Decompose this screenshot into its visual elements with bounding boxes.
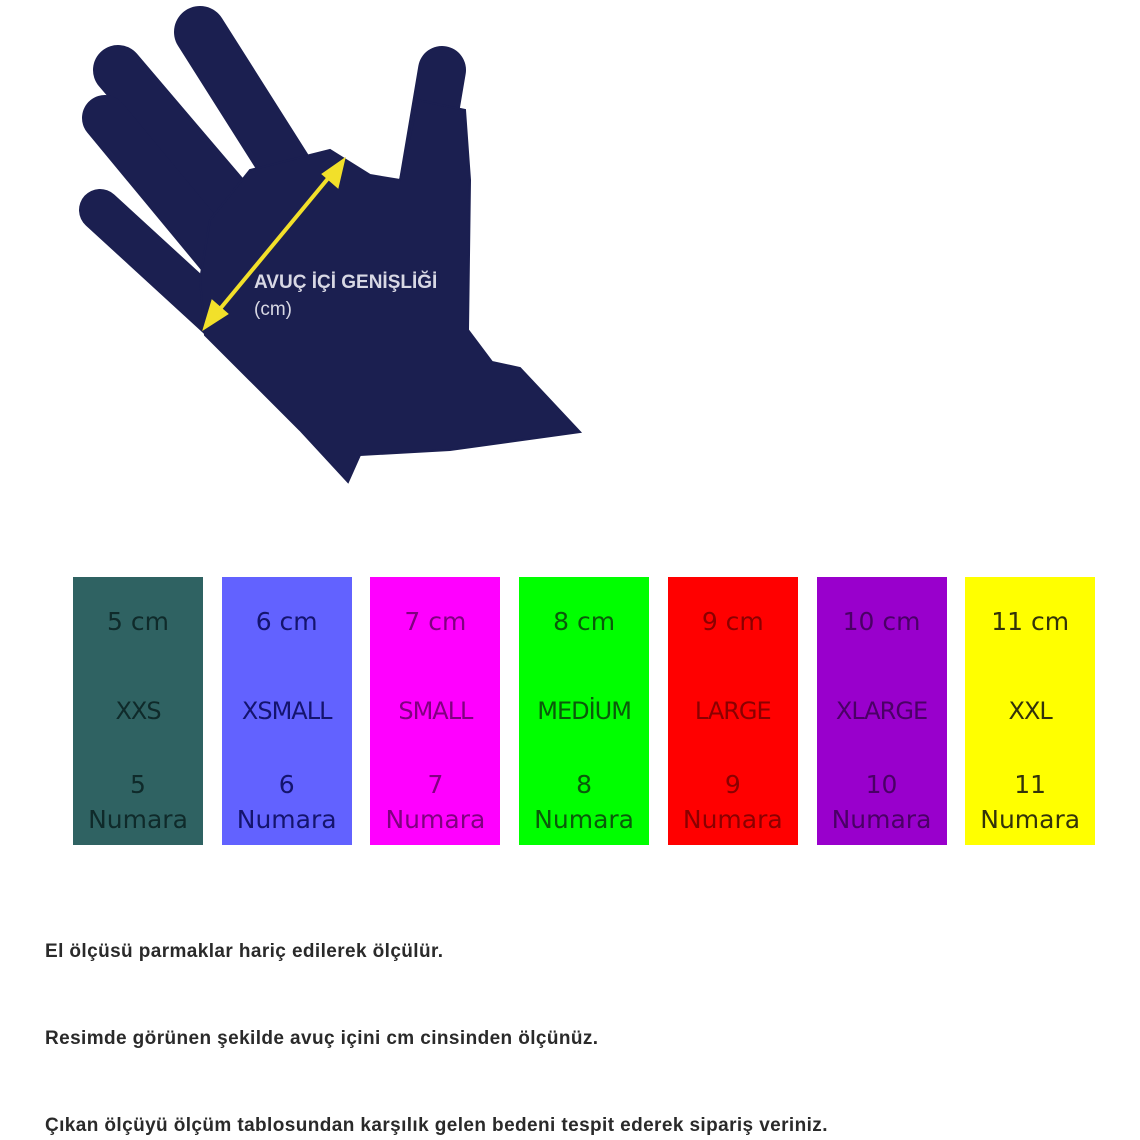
hand-label-unit: (cm): [254, 299, 292, 320]
palm: [198, 98, 583, 484]
size-number-value: 11: [1014, 770, 1047, 799]
size-card: 10 cm XLARGE 10 Numara: [816, 577, 947, 845]
note-3: Çıkan ölçüyü ölçüm tablosundan karşılık …: [45, 1115, 828, 1136]
hand-label: AVUÇ İÇİ GENİŞLİĞİ: [254, 272, 438, 293]
size-label: SMALL: [398, 697, 473, 725]
size-number-word: Numara: [385, 805, 486, 834]
size-number-word: Numara: [682, 805, 783, 834]
size-card: 6 cm XSMALL 6 Numara: [221, 577, 352, 845]
size-number: 9 Numara: [668, 767, 798, 837]
size-cm: 7 cm: [404, 607, 467, 636]
size-number: 6 Numara: [222, 767, 352, 837]
size-number-word: Numara: [980, 805, 1081, 834]
size-number-value: 5: [130, 770, 146, 799]
size-label: XLARGE: [835, 697, 928, 725]
size-number-word: Numara: [831, 805, 932, 834]
size-number-value: 10: [865, 770, 898, 799]
size-card: 11 cm XXL 11 Numara: [965, 577, 1096, 845]
size-number-word: Numara: [236, 805, 337, 834]
size-cm: 11 cm: [991, 607, 1070, 636]
note-2: Resimde görünen şekilde avuç içini cm ci…: [45, 1028, 599, 1049]
finger-little: [79, 189, 241, 341]
size-cm: 5 cm: [107, 607, 169, 636]
size-label: XXS: [115, 697, 161, 725]
size-number-value: 8: [576, 770, 593, 799]
size-card: 8 cm MEDİUM 8 Numara: [519, 577, 650, 845]
size-label: XSMALL: [241, 697, 333, 725]
size-number: 11 Numara: [965, 767, 1095, 837]
size-cm: 9 cm: [701, 607, 764, 636]
size-number: 10 Numara: [817, 767, 947, 837]
size-number-value: 9: [724, 770, 741, 799]
hand-illustration: [79, 6, 583, 484]
size-label: MEDİUM: [537, 697, 632, 725]
note-1: El ölçüsü parmaklar hariç edilerek ölçül…: [45, 941, 444, 962]
measure-arrow: [202, 156, 346, 332]
size-card: 9 cm LARGE 9 Numara: [667, 577, 798, 845]
size-number-word: Numara: [88, 805, 188, 834]
size-number-value: 7: [427, 770, 444, 799]
size-number-word: Numara: [534, 805, 634, 834]
size-card: 7 cm SMALL 7 Numara: [370, 577, 501, 845]
size-number-value: 6: [278, 770, 295, 799]
size-number: 7 Numara: [370, 767, 500, 837]
size-cm: 8 cm: [553, 607, 616, 636]
size-label: LARGE: [694, 697, 772, 725]
size-number: 5 Numara: [73, 767, 203, 837]
size-number: 8 Numara: [519, 767, 649, 837]
size-cm: 6 cm: [255, 607, 318, 636]
size-card: 5 cm XXS 5 Numara: [73, 577, 203, 845]
size-label: XXL: [1008, 697, 1053, 725]
size-cm: 10 cm: [842, 607, 921, 636]
